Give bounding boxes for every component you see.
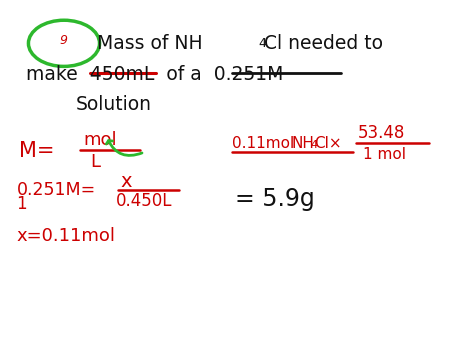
Text: NH: NH <box>292 136 314 151</box>
Text: 4: 4 <box>310 140 318 150</box>
Text: 0.251M=: 0.251M= <box>17 181 96 199</box>
Text: Cl needed to: Cl needed to <box>264 34 383 53</box>
Text: 53.48: 53.48 <box>358 124 405 142</box>
Text: mol: mol <box>83 131 117 149</box>
Text: = 5.9g: = 5.9g <box>235 187 314 211</box>
Text: x: x <box>121 171 132 191</box>
Text: Solution: Solution <box>76 95 152 114</box>
Text: L: L <box>90 153 100 170</box>
Text: x=0.11mol: x=0.11mol <box>17 227 116 245</box>
Text: make  450mL  of a  0.251M: make 450mL of a 0.251M <box>26 65 283 84</box>
Text: M=: M= <box>19 141 55 161</box>
Text: 0.450L: 0.450L <box>116 192 173 209</box>
Text: Mass of NH: Mass of NH <box>97 34 203 53</box>
Text: 0.11mol: 0.11mol <box>232 136 294 151</box>
Text: Cl×: Cl× <box>314 136 342 151</box>
Text: 9: 9 <box>59 34 67 47</box>
Text: 1 mol: 1 mol <box>363 147 406 162</box>
Text: 1: 1 <box>17 195 27 213</box>
Text: 4: 4 <box>258 37 266 50</box>
